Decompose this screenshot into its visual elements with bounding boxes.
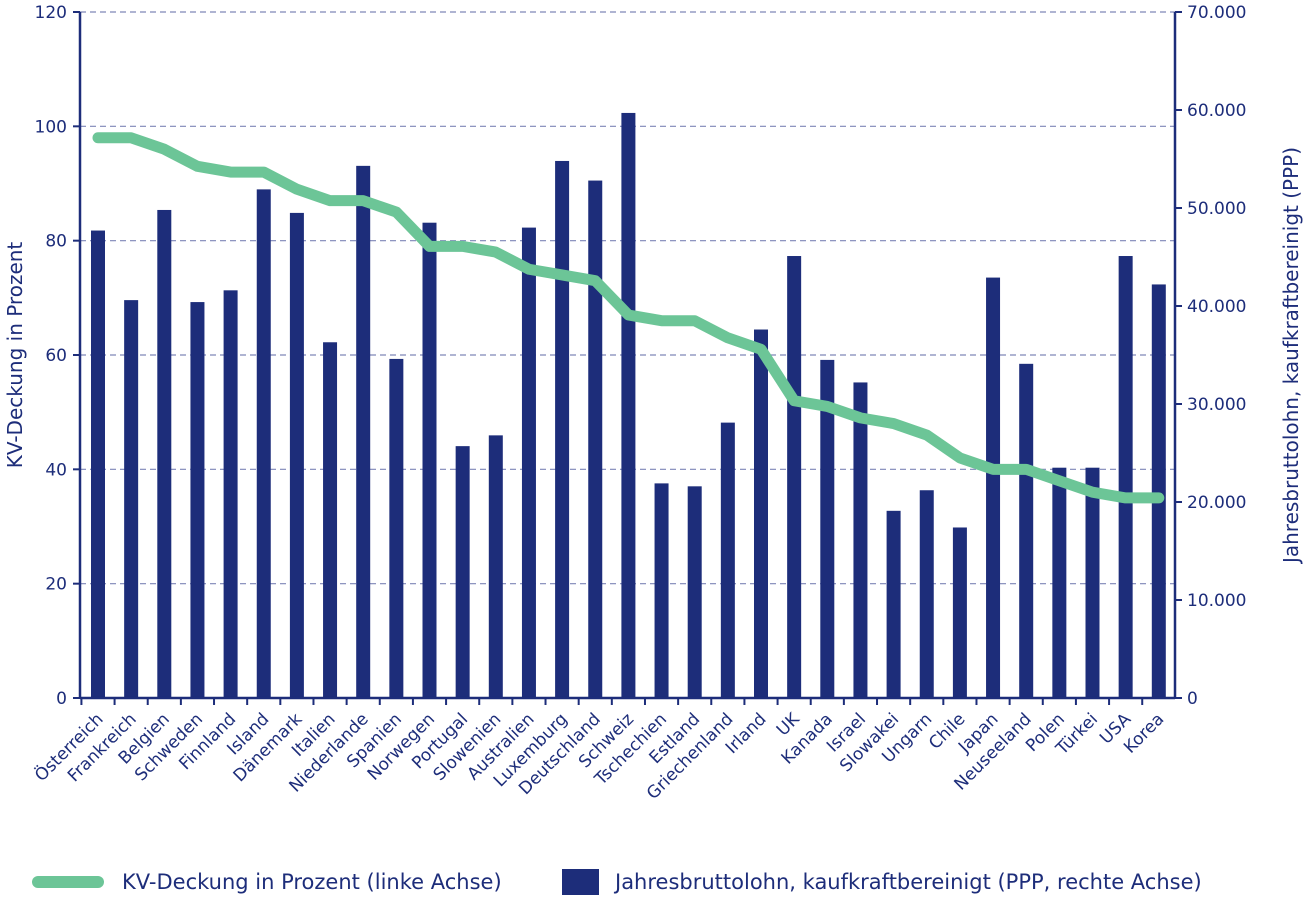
line-point [759,347,763,352]
bar [256,189,271,698]
legend-line-label: KV-Deckung in Prozent (linke Achse) [122,870,502,894]
legend-bar-label: Jahresbruttolohn, kaufkraftbereinigt (PP… [615,870,1202,894]
right-tick-label: 70.000 [1187,3,1246,23]
bar [986,277,1001,698]
bar [488,435,503,698]
line-point [361,198,366,203]
left-tick-label: 60 [45,346,67,366]
left-axis-title: KV-Deckung in Prozent [3,242,27,469]
line-point [1156,495,1161,500]
line-point [891,421,896,426]
right-axis-title: Jahresbruttolohn, kaufkraftbereinigt (PP… [1279,147,1303,565]
line-point [692,318,697,323]
bar [190,302,205,698]
left-axis-ticks: 0 20 40 60 80 100 120 [35,3,80,709]
line-point [493,250,498,255]
bar [521,227,536,698]
line-point [725,335,730,340]
bar [1019,363,1034,698]
right-tick-label: 0 [1187,689,1198,709]
line-point [129,135,134,140]
bar [588,180,603,698]
line-point [261,170,266,175]
bar [389,358,404,698]
category-labels: ÖsterreichFrankreichBelgienSchwedenFinnl… [30,708,1169,804]
line-point [593,278,598,283]
line-point [957,455,962,460]
line-point [792,398,797,403]
bar [124,300,139,698]
bar [886,510,901,698]
legend-line-swatch [32,876,104,888]
line-point [328,198,333,203]
line-point [1123,495,1128,500]
line-point [991,467,996,472]
bar-series [91,112,1166,699]
bar [455,446,470,698]
line-point [162,147,167,152]
line-point [1024,467,1029,472]
bar [223,290,238,698]
line-point [460,244,465,249]
right-tick-label: 40.000 [1187,297,1246,317]
legend-bar-swatch [562,869,599,895]
line-point [1090,490,1095,495]
left-tick-label: 20 [45,575,67,595]
bar [422,222,437,698]
line-point [560,272,565,277]
line-series [92,132,1165,504]
right-tick-label: 50.000 [1187,199,1246,219]
right-tick-label: 20.000 [1187,493,1246,513]
line-point [626,312,631,317]
bar [820,359,835,698]
line-point [195,164,200,169]
line-point [427,244,432,249]
line-point [96,135,100,140]
line-point [394,210,399,215]
line-point [659,318,664,323]
bar [1118,256,1133,698]
line-point [825,404,830,409]
bar [754,329,768,698]
line-point [526,267,531,272]
right-tick-label: 60.000 [1187,101,1246,121]
left-tick-label: 100 [35,117,67,137]
line-point [858,415,863,420]
bar [356,165,371,699]
bar [323,342,338,698]
right-tick-label: 30.000 [1187,395,1246,415]
bar [621,112,636,698]
left-tick-label: 0 [56,689,67,709]
line-point [1057,478,1062,483]
bar [787,256,802,698]
line-point [228,170,233,175]
right-tick-label: 10.000 [1187,591,1246,611]
bar [91,230,105,699]
bar [687,486,702,698]
bar [654,483,669,698]
left-tick-label: 80 [45,232,67,252]
left-tick-label: 40 [45,460,67,480]
bar [157,209,172,698]
legend-line-entry: KV-Deckung in Prozent (linke Achse) [32,866,502,898]
left-tick-label: 120 [35,3,67,23]
bar [952,527,967,698]
bar [1052,467,1067,698]
bar [720,422,735,698]
bar [853,382,868,698]
bar [1151,284,1166,698]
line-point [294,187,299,192]
legend-bar-entry: Jahresbruttolohn, kaufkraftbereinigt (PP… [562,866,1202,898]
line-point [924,433,929,438]
bar [1085,467,1100,698]
bar [919,490,934,698]
bar [555,160,570,698]
bar [289,212,304,698]
right-axis-ticks: 0 10.000 20.000 30.000 40.000 50.000 60.000 70.… [1175,3,1246,709]
